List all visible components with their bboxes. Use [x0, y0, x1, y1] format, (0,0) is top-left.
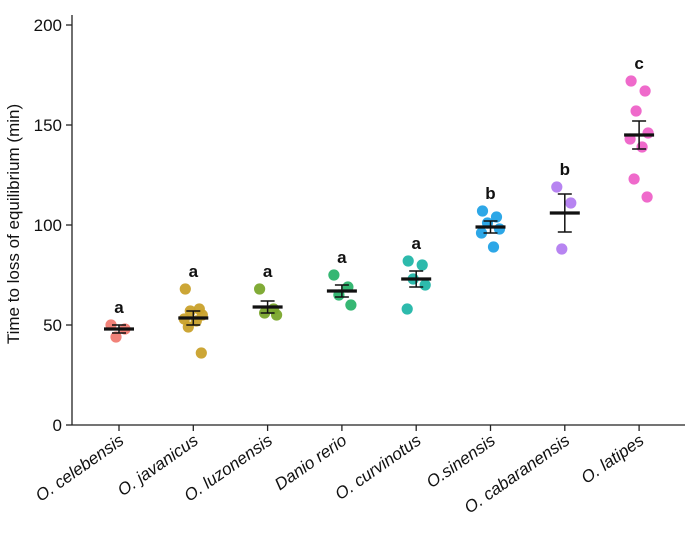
data-point	[625, 75, 637, 87]
data-point	[628, 173, 640, 185]
significance-label: a	[114, 298, 124, 317]
y-tick-label: 100	[34, 216, 62, 235]
data-point	[254, 283, 266, 295]
data-point	[636, 141, 648, 153]
data-point	[641, 191, 653, 203]
data-point	[110, 331, 122, 343]
data-point	[565, 197, 577, 209]
data-point	[179, 283, 191, 295]
data-point	[401, 303, 413, 315]
significance-label: a	[263, 262, 273, 281]
x-tick-label: O. celebensis	[32, 430, 128, 505]
significance-label: a	[411, 234, 421, 253]
data-point	[419, 279, 431, 291]
data-point	[416, 259, 428, 271]
data-point	[490, 211, 503, 223]
data-point	[630, 105, 642, 117]
data-point	[487, 241, 500, 253]
data-point	[642, 127, 654, 139]
data-point	[328, 269, 340, 281]
data-point	[551, 181, 563, 193]
y-tick-label: 150	[34, 116, 62, 135]
data-point	[271, 309, 283, 321]
significance-label: a	[189, 262, 199, 281]
data-point	[475, 227, 488, 239]
x-tick-label: O. latipes	[578, 430, 648, 487]
data-point	[182, 321, 194, 333]
y-tick-label: 50	[43, 316, 62, 335]
y-axis-label: Time to loss of equilibrium (min)	[4, 104, 23, 344]
significance-label: c	[634, 54, 643, 73]
significance-label: b	[560, 160, 570, 179]
significance-label: b	[485, 184, 495, 203]
y-tick-label: 200	[34, 16, 62, 35]
significance-label: a	[337, 248, 347, 267]
data-point	[556, 243, 568, 255]
data-point	[402, 255, 414, 267]
y-tick-label: 0	[53, 416, 62, 435]
data-marks: a a a a a b b c	[104, 54, 655, 359]
data-point	[476, 205, 489, 217]
data-point	[345, 299, 357, 311]
data-point	[195, 347, 207, 359]
data-point	[639, 85, 651, 97]
